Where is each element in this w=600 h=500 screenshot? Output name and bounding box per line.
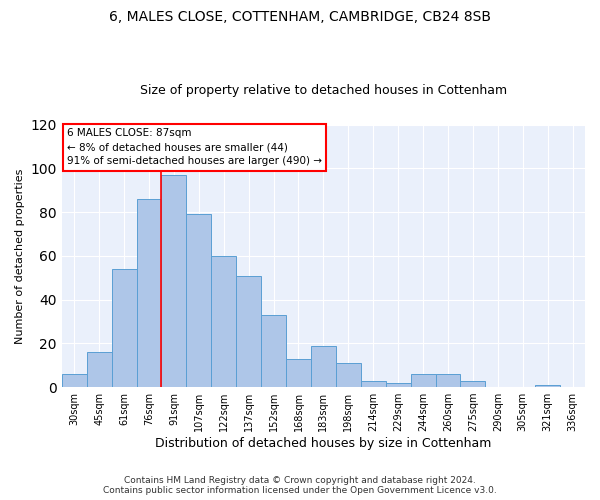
Bar [361, 380, 386, 387]
Bar [336, 363, 361, 387]
Bar [187, 214, 211, 387]
Bar [460, 380, 485, 387]
Bar [87, 352, 112, 387]
Bar [211, 256, 236, 387]
Text: Contains HM Land Registry data © Crown copyright and database right 2024.
Contai: Contains HM Land Registry data © Crown c… [103, 476, 497, 495]
Bar [286, 358, 311, 387]
Bar [137, 199, 161, 387]
X-axis label: Distribution of detached houses by size in Cottenham: Distribution of detached houses by size … [155, 437, 491, 450]
Text: 6, MALES CLOSE, COTTENHAM, CAMBRIDGE, CB24 8SB: 6, MALES CLOSE, COTTENHAM, CAMBRIDGE, CB… [109, 10, 491, 24]
Text: 6 MALES CLOSE: 87sqm
← 8% of detached houses are smaller (44)
91% of semi-detach: 6 MALES CLOSE: 87sqm ← 8% of detached ho… [67, 128, 322, 166]
Bar [62, 374, 87, 387]
Title: Size of property relative to detached houses in Cottenham: Size of property relative to detached ho… [140, 84, 507, 97]
Bar [410, 374, 436, 387]
Bar [386, 382, 410, 387]
Bar [112, 269, 137, 387]
Bar [161, 175, 187, 387]
Bar [535, 385, 560, 387]
Bar [261, 315, 286, 387]
Bar [236, 276, 261, 387]
Bar [311, 346, 336, 387]
Y-axis label: Number of detached properties: Number of detached properties [15, 168, 25, 344]
Bar [436, 374, 460, 387]
